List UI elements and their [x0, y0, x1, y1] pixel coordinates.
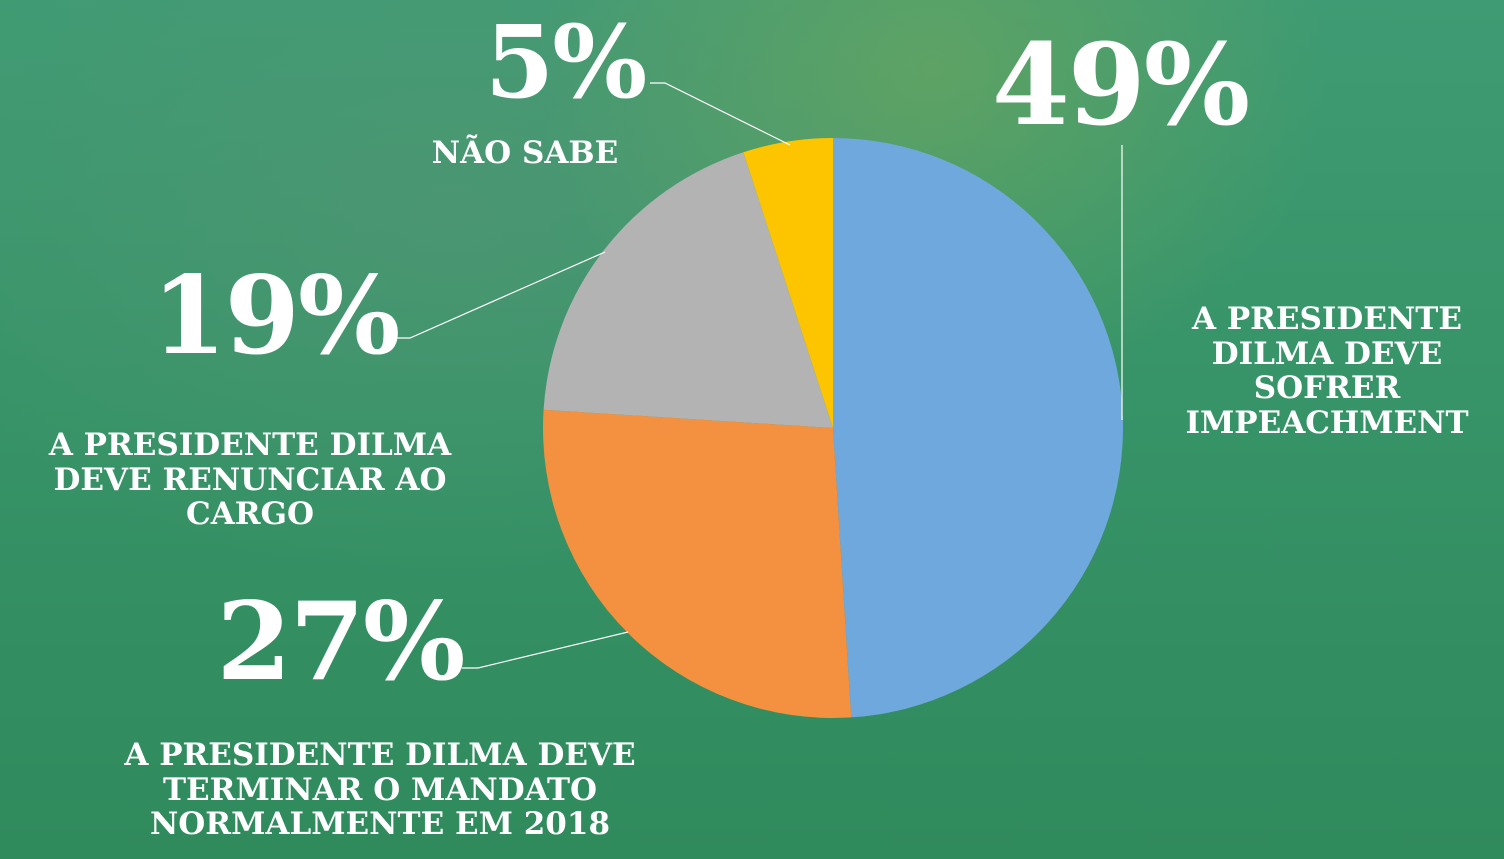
category-label: A PRESIDENTE DILMA DEVE SOFRER IMPEACHME…	[1150, 302, 1504, 441]
value-label: 49%	[990, 30, 1250, 142]
page: {"chart_data": {"type": "pie", "categori…	[0, 0, 1504, 859]
category-label: A PRESIDENTE DILMA DEVE RENUNCIAR AO CAR…	[5, 428, 495, 532]
pie-slice	[833, 138, 1123, 717]
value-label: 27%	[210, 588, 470, 696]
value-label: 19%	[145, 262, 405, 370]
value-label: 5%	[465, 12, 665, 112]
category-label: A PRESIDENTE DILMA DEVE TERMINAR O MANDA…	[60, 738, 700, 842]
category-label: NÃO SABE	[400, 136, 650, 171]
leader-line	[650, 83, 790, 145]
leader-line	[462, 632, 628, 668]
pie-slice	[543, 410, 851, 718]
